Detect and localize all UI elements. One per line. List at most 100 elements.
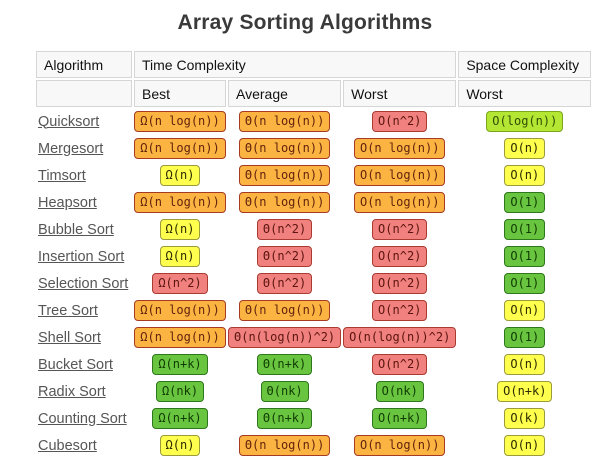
table-row: Mergesort Ω(n log(n)) Θ(n log(n)) O(n log(n… [36, 136, 591, 161]
worst-complexity-badge: O(n^2) [372, 111, 428, 132]
table-row: Counting Sort Ω(n+k) Θ(n+k) O(n+k) O(k) [36, 406, 591, 431]
worst-cell: O(n+k) [343, 406, 456, 431]
space-cell: O(n) [458, 352, 591, 377]
space-cell: O(1) [458, 217, 591, 242]
average-complexity-badge: Θ(n+k) [256, 408, 313, 429]
space-complexity-badge: O(n) [504, 138, 546, 159]
space-complexity-badge: O(log(n)) [486, 111, 564, 132]
average-complexity-badge: Θ(nk) [260, 381, 309, 402]
worst-cell: O(n^2) [343, 217, 456, 242]
average-cell: Θ(n+k) [228, 352, 341, 377]
algorithm-link[interactable]: Counting Sort [38, 410, 127, 427]
table-row: Timsort Ω(n) Θ(n log(n)) O(n log(n)) O(n) [36, 163, 591, 188]
average-cell: Θ(n(log(n))^2) [228, 325, 342, 350]
algorithm-cell: Counting Sort [36, 406, 132, 431]
algorithm-link[interactable]: Selection Sort [38, 275, 129, 292]
header-best: Best [134, 80, 226, 107]
average-cell: Θ(n^2) [228, 271, 341, 296]
best-cell: Ω(n) [134, 244, 226, 269]
best-complexity-badge: Ω(n) [159, 435, 201, 456]
algorithm-link[interactable]: Bucket Sort [38, 356, 113, 373]
space-cell: O(n) [458, 433, 591, 458]
best-cell: Ω(n log(n)) [134, 136, 226, 161]
algorithm-cell: Selection Sort [36, 271, 132, 296]
average-cell: Θ(n log(n)) [228, 298, 341, 323]
best-cell: Ω(n+k) [134, 406, 226, 431]
average-complexity-badge: Θ(n log(n)) [238, 435, 331, 456]
average-complexity-badge: Θ(n log(n)) [238, 300, 331, 321]
header-space-complexity: Space Complexity [458, 51, 592, 78]
best-complexity-badge: Ω(n) [159, 246, 201, 267]
algorithm-cell: Mergesort [36, 136, 132, 161]
worst-complexity-badge: O(n+k) [372, 408, 428, 429]
header-row-groups: Algorithm Time Complexity Space Complexi… [36, 51, 592, 78]
header-average: Average [228, 80, 342, 107]
table-row: Quicksort Ω(n log(n)) Θ(n log(n)) O(n^2) O(l… [36, 109, 591, 134]
best-cell: Ω(n log(n)) [134, 298, 226, 323]
best-complexity-badge: Ω(n log(n)) [134, 192, 226, 213]
average-complexity-badge: Θ(n^2) [256, 273, 313, 294]
average-complexity-badge: Θ(n^2) [256, 219, 313, 240]
worst-cell: O(n(log(n))^2) [343, 325, 457, 350]
header-worst: Worst [343, 80, 457, 107]
average-cell: Θ(n log(n)) [228, 163, 341, 188]
header-space-worst: Worst [458, 80, 592, 107]
best-cell: Ω(n+k) [134, 352, 226, 377]
average-complexity-badge: Θ(n log(n)) [238, 192, 331, 213]
algorithm-link[interactable]: Shell Sort [38, 329, 101, 346]
algorithm-link[interactable]: Cubesort [38, 437, 97, 454]
average-cell: Θ(n+k) [228, 406, 341, 431]
space-complexity-badge: O(1) [504, 273, 546, 294]
table-row: Shell Sort Ω(n log(n)) Θ(n(log(n))^2) O(n(l… [36, 325, 591, 350]
space-cell: O(1) [458, 325, 591, 350]
worst-cell: O(n^2) [343, 109, 456, 134]
best-complexity-badge: Ω(n+k) [152, 354, 208, 375]
space-complexity-badge: O(1) [504, 192, 546, 213]
algorithm-link[interactable]: Insertion Sort [38, 248, 125, 265]
algorithm-cell: Quicksort [36, 109, 132, 134]
space-complexity-badge: O(n) [504, 165, 546, 186]
worst-cell: O(n log(n)) [343, 433, 456, 458]
algorithm-link[interactable]: Tree Sort [38, 302, 98, 319]
header-empty-cell [36, 80, 132, 107]
algorithm-cell: Bubble Sort [36, 217, 132, 242]
space-cell: O(k) [458, 406, 591, 431]
algorithm-cell: Bucket Sort [36, 352, 132, 377]
average-complexity-badge: Θ(n^2) [256, 246, 313, 267]
best-cell: Ω(n log(n)) [134, 325, 226, 350]
best-complexity-badge: Ω(n) [159, 165, 201, 186]
algorithm-link[interactable]: Radix Sort [38, 383, 106, 400]
page-title: Array Sorting Algorithms [177, 11, 433, 34]
space-cell: O(n) [458, 298, 591, 323]
best-cell: Ω(n log(n)) [134, 109, 226, 134]
algorithm-link[interactable]: Bubble Sort [38, 221, 114, 238]
worst-complexity-badge: O(n^2) [372, 273, 428, 294]
worst-complexity-badge: O(n log(n)) [353, 165, 446, 186]
table-row: Radix Sort Ω(nk) Θ(nk) O(nk) O(n+k) [36, 379, 591, 404]
best-complexity-badge: Ω(nk) [155, 381, 205, 402]
algorithm-cell: Radix Sort [36, 379, 132, 404]
worst-cell: O(n log(n)) [343, 163, 456, 188]
table-body: Quicksort Ω(n log(n)) Θ(n log(n)) O(n^2) O(l… [36, 109, 591, 458]
worst-complexity-badge: O(n log(n)) [353, 435, 446, 456]
best-complexity-badge: Ω(n log(n)) [134, 138, 226, 159]
average-cell: Θ(n log(n)) [228, 190, 341, 215]
space-cell: O(1) [458, 190, 591, 215]
algorithm-cell: Tree Sort [36, 298, 132, 323]
algorithm-link[interactable]: Heapsort [38, 194, 97, 211]
space-cell: O(n+k) [458, 379, 591, 404]
best-cell: Ω(n) [134, 217, 226, 242]
worst-cell: O(n log(n)) [343, 190, 456, 215]
table-row: Heapsort Ω(n log(n)) Θ(n log(n)) O(n log(n)… [36, 190, 591, 215]
space-cell: O(1) [458, 271, 591, 296]
algorithm-link[interactable]: Timsort [38, 167, 86, 184]
best-complexity-badge: Ω(n log(n)) [134, 111, 226, 132]
header-row-sub: Best Average Worst Worst [36, 80, 592, 107]
algorithm-link[interactable]: Quicksort [38, 113, 100, 130]
algorithm-cell: Insertion Sort [36, 244, 132, 269]
worst-cell: O(n^2) [343, 352, 456, 377]
algorithm-link[interactable]: Mergesort [38, 140, 104, 157]
average-cell: Θ(n log(n)) [228, 433, 341, 458]
worst-cell: O(n^2) [343, 271, 456, 296]
